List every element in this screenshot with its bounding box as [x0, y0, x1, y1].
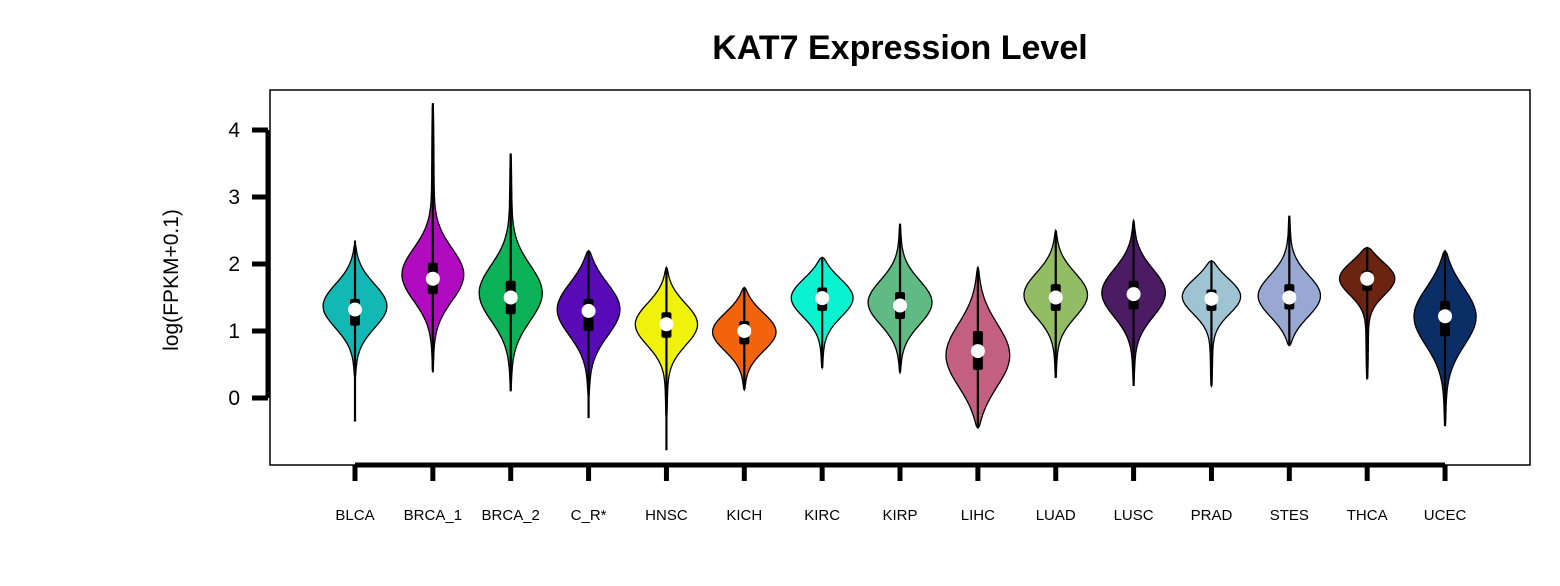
y-axis: 0 1 2 3 4: [228, 119, 271, 410]
x-tick-label-LUSC: LUSC: [1114, 507, 1154, 524]
violin-KIRP: [867, 223, 933, 375]
y-tick-label-1: 1: [228, 320, 240, 343]
x-axis: BLCA BRCA_1 BRCA_2 C_R* HNSC KICH KIRC KIRP LIHC…: [335, 462, 1467, 524]
violin-layer: [322, 103, 1477, 451]
x-tick-label-C_R*: C_R*: [571, 507, 607, 524]
violin-median-LUSC: [1126, 287, 1141, 302]
x-tick-label-BRCA_1: BRCA_1: [404, 507, 462, 524]
x-tick-label-THCA: THCA: [1347, 507, 1388, 524]
x-tick-label-PRAD: PRAD: [1191, 507, 1233, 524]
x-tick-label-STES: STES: [1270, 507, 1309, 524]
x-tick-label-KIRC: KIRC: [804, 507, 840, 524]
y-axis-label: log(FPKM+0.1): [160, 209, 183, 351]
violin-PRAD: [1181, 259, 1242, 389]
violin-median-KIRP: [893, 298, 908, 313]
violin-LUAD: [1023, 228, 1089, 379]
violin-C_R*: [556, 249, 621, 419]
violin-THCA: [1338, 246, 1396, 380]
violin-median-THCA: [1360, 271, 1375, 286]
violin-HNSC: [634, 265, 699, 451]
y-tick-label-2: 2: [228, 253, 240, 276]
x-tick-label-BRCA_2: BRCA_2: [482, 507, 540, 524]
violin-median-BRCA_2: [503, 290, 518, 305]
violin-median-KIRC: [815, 291, 830, 306]
violin-median-BRCA_1: [425, 271, 440, 286]
violin-UCEC: [1413, 249, 1477, 427]
y-tick-label-0: 0: [228, 387, 240, 410]
violin-BLCA: [322, 240, 388, 422]
chart-title: KAT7 Expression Level: [712, 29, 1087, 67]
x-tick-label-HNSC: HNSC: [645, 507, 688, 524]
violin-median-LUAD: [1048, 290, 1063, 305]
x-tick-label-KIRP: KIRP: [883, 507, 918, 524]
violin-median-LIHC: [970, 344, 985, 359]
x-tick-label-UCEC: UCEC: [1424, 507, 1467, 524]
violin-BRCA_1: [401, 103, 465, 373]
x-tick-label-KICH: KICH: [726, 507, 762, 524]
violin-median-STES: [1282, 290, 1297, 305]
violin-LUSC: [1101, 218, 1167, 387]
violin-LIHC: [945, 265, 1011, 430]
x-tick-label-LIHC: LIHC: [961, 507, 995, 524]
violin-median-KICH: [737, 324, 752, 338]
y-tick-label-3: 3: [228, 186, 240, 209]
violin-median-UCEC: [1438, 309, 1453, 324]
violin-KICH: [711, 286, 777, 392]
violin-median-HNSC: [659, 317, 674, 332]
violin-STES: [1257, 215, 1322, 347]
y-tick-label-4: 4: [228, 119, 240, 142]
x-tick-label-LUAD: LUAD: [1036, 507, 1076, 524]
violin-median-PRAD: [1204, 291, 1219, 306]
violin-median-C_R*: [581, 303, 596, 318]
violin-BRCA_2: [478, 153, 543, 392]
x-tick-label-BLCA: BLCA: [335, 507, 374, 524]
violin-KIRC: [790, 256, 854, 371]
violin-median-BLCA: [348, 302, 362, 317]
